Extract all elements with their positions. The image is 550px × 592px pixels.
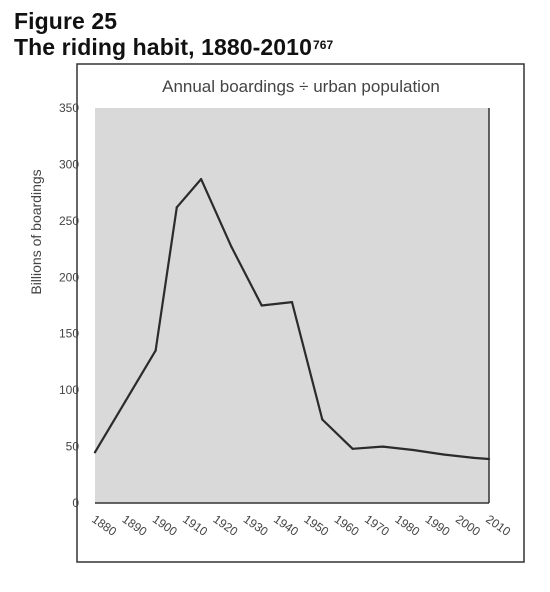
data-point <box>93 451 97 454</box>
data-point <box>321 418 324 421</box>
data-point <box>351 447 354 450</box>
y-tick-label: 300 <box>59 157 79 171</box>
figure-title-text: The riding habit, 1880-2010 <box>14 34 312 60</box>
data-point <box>124 400 127 403</box>
y-axis: 0 50 100 150 200 250 300 350 <box>59 101 79 510</box>
data-point <box>412 448 415 452</box>
y-tick-label: 0 <box>72 496 79 510</box>
figure-heading: Figure 25 The riding habit, 1880-2010767 <box>14 8 333 60</box>
y-axis-title: Billions of boardings <box>28 169 44 294</box>
chart-title: Annual boardings ÷ urban population <box>162 77 440 96</box>
y-tick-label: 50 <box>66 440 80 454</box>
data-point <box>154 349 157 352</box>
footnote-reference: 767 <box>312 38 334 52</box>
y-tick-label: 100 <box>59 383 79 397</box>
data-point <box>260 304 263 307</box>
figure-number: Figure 25 <box>14 8 118 34</box>
y-tick-label: 350 <box>59 101 79 115</box>
data-point <box>200 178 203 181</box>
data-point <box>472 456 475 459</box>
data-point <box>175 206 178 209</box>
data-point <box>230 245 233 248</box>
data-point <box>381 445 384 448</box>
data-point <box>290 301 294 304</box>
y-tick-label: 200 <box>59 270 79 284</box>
figure-title: The riding habit, 1880-2010767 <box>14 34 333 60</box>
y-tick-label: 250 <box>59 214 79 228</box>
y-tick-label: 150 <box>59 327 79 341</box>
data-point <box>442 453 445 456</box>
